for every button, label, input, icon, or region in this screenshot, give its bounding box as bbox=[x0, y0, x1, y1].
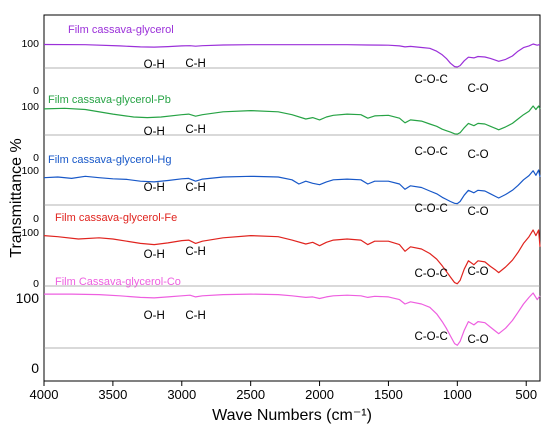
peak-annotation: C-O bbox=[467, 83, 488, 95]
peak-annotation: C-O bbox=[467, 149, 488, 161]
peak-annotation: C-H bbox=[185, 58, 205, 70]
ref-label-bottom: 0 bbox=[33, 85, 39, 97]
peak-annotation: C-O-C bbox=[415, 74, 448, 86]
peak-annotation: C-O-C bbox=[415, 331, 448, 343]
peak-annotation: C-O bbox=[467, 266, 488, 278]
series-label: Film cassava-glycerol bbox=[68, 24, 174, 36]
series-label: Film cassava-glycerol-Pb bbox=[48, 94, 171, 106]
series-line bbox=[43, 43, 541, 68]
series-label: Film Cassava-glycerol-Co bbox=[55, 276, 181, 288]
series-layer: Film cassava-glycerol Film cassava-glycer… bbox=[43, 24, 541, 346]
ref-label-top: 100 bbox=[21, 227, 39, 239]
x-tick-label: 4000 bbox=[30, 387, 59, 402]
peak-annotation: C-O bbox=[467, 334, 488, 346]
ref-label-bottom: 0 bbox=[33, 278, 39, 290]
peak-annotation: O-H bbox=[144, 126, 165, 138]
peak-annotation: C-O-C bbox=[415, 203, 448, 215]
y-axis-title: Transmittance % bbox=[8, 138, 25, 257]
peak-annotation: C-O bbox=[467, 206, 488, 218]
ref-label-top: 100 bbox=[16, 290, 40, 306]
x-tick-label: 2500 bbox=[236, 387, 265, 402]
series-line bbox=[43, 229, 541, 285]
peak-annotation: C-H bbox=[185, 310, 205, 322]
series-label: Film cassava-glycerol-Fe bbox=[55, 212, 177, 224]
annotation-layer: O-H C-H C-O-C C-O O-H C-H C-O-C C-O O-H C-H C-O-C C… bbox=[144, 58, 489, 346]
x-tick-label: 3000 bbox=[167, 387, 196, 402]
peak-annotation: O-H bbox=[144, 182, 165, 194]
peak-annotation: C-H bbox=[185, 246, 205, 258]
x-axis: 4000 3500 3000 2500 2000 1500 1000 500 bbox=[30, 381, 537, 402]
peak-annotation: C-H bbox=[185, 182, 205, 194]
ref-label-bottom: 0 bbox=[33, 152, 39, 164]
series-line bbox=[43, 169, 541, 205]
x-axis-title: Wave Numbers (cm⁻¹) bbox=[212, 407, 372, 424]
plot-frame bbox=[43, 14, 541, 382]
x-tick-label: 500 bbox=[515, 387, 537, 402]
peak-annotation: C-H bbox=[185, 124, 205, 136]
x-tick-label: 1000 bbox=[443, 387, 472, 402]
x-tick-label: 3500 bbox=[98, 387, 127, 402]
x-tick-label: 1500 bbox=[374, 387, 403, 402]
peak-annotation: O-H bbox=[144, 249, 165, 261]
peak-annotation: C-O-C bbox=[415, 268, 448, 280]
ref-label-bottom: 0 bbox=[33, 213, 39, 225]
series-line bbox=[44, 292, 541, 346]
ref-label-top: 100 bbox=[21, 165, 39, 177]
series-line bbox=[43, 105, 541, 135]
ref-label-top: 100 bbox=[21, 101, 39, 113]
ref-label-top: 100 bbox=[21, 38, 39, 50]
ref-label-bottom: 0 bbox=[31, 360, 39, 376]
peak-annotation: C-O-C bbox=[415, 146, 448, 158]
peak-annotation: O-H bbox=[144, 59, 165, 71]
x-tick-label: 2000 bbox=[305, 387, 334, 402]
series-label: Film cassava-glycerol-Hg bbox=[48, 154, 171, 166]
peak-annotation: O-H bbox=[144, 310, 165, 322]
